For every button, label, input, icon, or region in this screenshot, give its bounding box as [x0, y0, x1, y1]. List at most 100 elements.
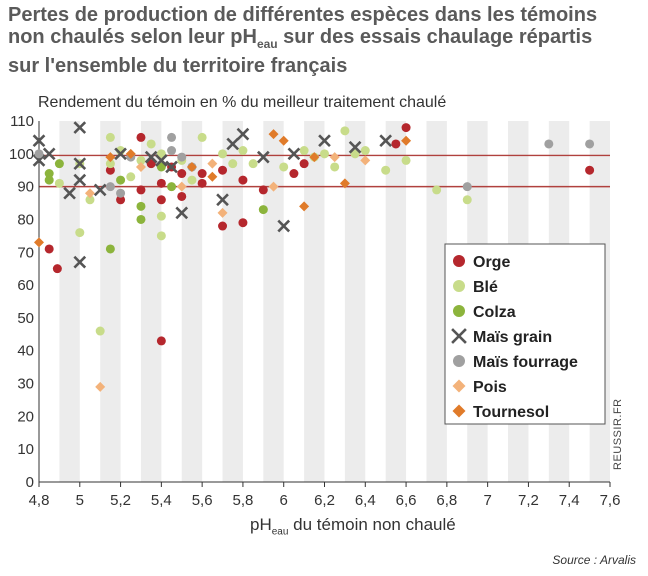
legend-marker	[453, 255, 465, 267]
y-tick-label: 60	[17, 277, 34, 294]
data-point	[156, 195, 166, 205]
data-point	[156, 231, 166, 241]
cross-stroke	[32, 154, 46, 167]
title-line-2-sub: eau	[256, 37, 278, 51]
background-band	[385, 121, 407, 482]
data-points	[32, 121, 595, 392]
cross-stroke	[451, 328, 467, 344]
background-band	[222, 121, 243, 482]
legend-label: Colza	[473, 304, 516, 321]
x-tick-label: 7,6	[600, 492, 621, 509]
data-point	[125, 148, 136, 159]
data-point	[248, 159, 258, 169]
data-point	[177, 169, 187, 179]
legend-label: Pois	[473, 379, 507, 396]
data-point	[401, 155, 411, 165]
data-point	[197, 132, 207, 142]
legend-marker	[452, 379, 466, 393]
data-point	[136, 214, 146, 224]
legend-marker	[453, 305, 465, 317]
data-point	[187, 175, 197, 185]
data-point	[54, 159, 64, 169]
background-band	[426, 121, 447, 482]
cross-stroke	[256, 150, 270, 164]
legend-marker	[453, 280, 465, 292]
data-point	[73, 157, 87, 171]
cross-stroke	[93, 183, 107, 197]
cross-stroke	[73, 121, 87, 134]
x-axis-label-b: du témoin non chaulé	[288, 515, 456, 534]
data-point	[34, 149, 44, 159]
cross-stroke	[32, 134, 46, 148]
y-tick-label: 20	[17, 408, 34, 425]
y-tick-label: 30	[17, 376, 34, 393]
data-point	[320, 149, 329, 159]
data-point	[350, 149, 360, 159]
legend-label: Tournesol	[473, 404, 549, 421]
x-tick-label: 5,8	[232, 492, 253, 509]
axes: 0 10 20 30 40 50 60 70 80 90 100 110 4,8 5 5,2 5,4 5,6 5,…	[9, 113, 620, 509]
data-point	[277, 219, 291, 233]
cross-stroke	[63, 186, 76, 200]
y-tick-label: 80	[17, 211, 34, 228]
cross-stroke	[144, 150, 158, 164]
data-point	[105, 132, 115, 142]
background-band	[263, 121, 284, 482]
x-axis-label: pHeau du témoin non chaulé	[250, 515, 456, 537]
data-point	[401, 123, 411, 133]
data-point	[218, 221, 228, 231]
data-point	[105, 182, 115, 192]
y-tick-label: 50	[17, 310, 34, 327]
data-point	[114, 147, 127, 161]
cross-stroke	[348, 140, 362, 154]
data-point	[136, 201, 146, 211]
cross-stroke	[216, 193, 229, 207]
data-point	[32, 134, 46, 148]
data-point	[217, 207, 228, 218]
x-tick-label: 5,4	[151, 492, 172, 509]
title-line-2a: non chaulés selon leur pH	[8, 26, 257, 48]
y-tick-label: 100	[9, 146, 34, 163]
data-point	[207, 158, 218, 169]
data-point	[146, 139, 156, 149]
legend-label: Blé	[473, 279, 498, 296]
background-bands	[59, 121, 610, 482]
y-tick-label: 110	[10, 113, 34, 130]
data-point	[228, 159, 238, 169]
data-point	[216, 193, 229, 207]
y-tick-label: 40	[17, 343, 34, 360]
data-point	[135, 161, 146, 172]
background-band	[304, 121, 325, 482]
data-point	[238, 175, 248, 185]
x-tick-label: 6	[280, 492, 288, 509]
data-point	[299, 201, 310, 212]
x-tick-label: 6,6	[396, 492, 417, 509]
cross-stroke	[114, 147, 127, 161]
data-point	[330, 162, 340, 172]
x-axis-label-a: pH	[250, 515, 272, 534]
data-point	[116, 195, 126, 205]
background-band	[100, 121, 121, 482]
data-point	[116, 175, 126, 185]
source-note: Source : Arvalis	[552, 553, 636, 567]
title-line-1: Pertes de production de différentes espè…	[8, 4, 598, 26]
data-point	[105, 159, 115, 169]
cross-stroke	[287, 147, 301, 161]
x-tick-label: 5	[76, 492, 84, 509]
y-tick-label: 0	[26, 474, 34, 491]
data-point	[146, 159, 156, 169]
data-point	[75, 228, 85, 238]
cross-stroke	[73, 173, 87, 187]
x-tick-label: 5,6	[192, 492, 213, 509]
data-point	[34, 237, 44, 248]
title-line-3: sur l'ensemble du territoire français	[8, 55, 348, 77]
x-tick-label: 4,8	[29, 492, 50, 509]
data-point	[278, 135, 289, 146]
data-point	[156, 162, 166, 172]
data-point	[167, 146, 177, 156]
x-tick-label: 6,2	[314, 492, 335, 509]
data-point	[105, 165, 115, 175]
y-tick-label: 10	[17, 441, 34, 458]
data-point	[165, 160, 178, 174]
data-point	[432, 185, 442, 195]
